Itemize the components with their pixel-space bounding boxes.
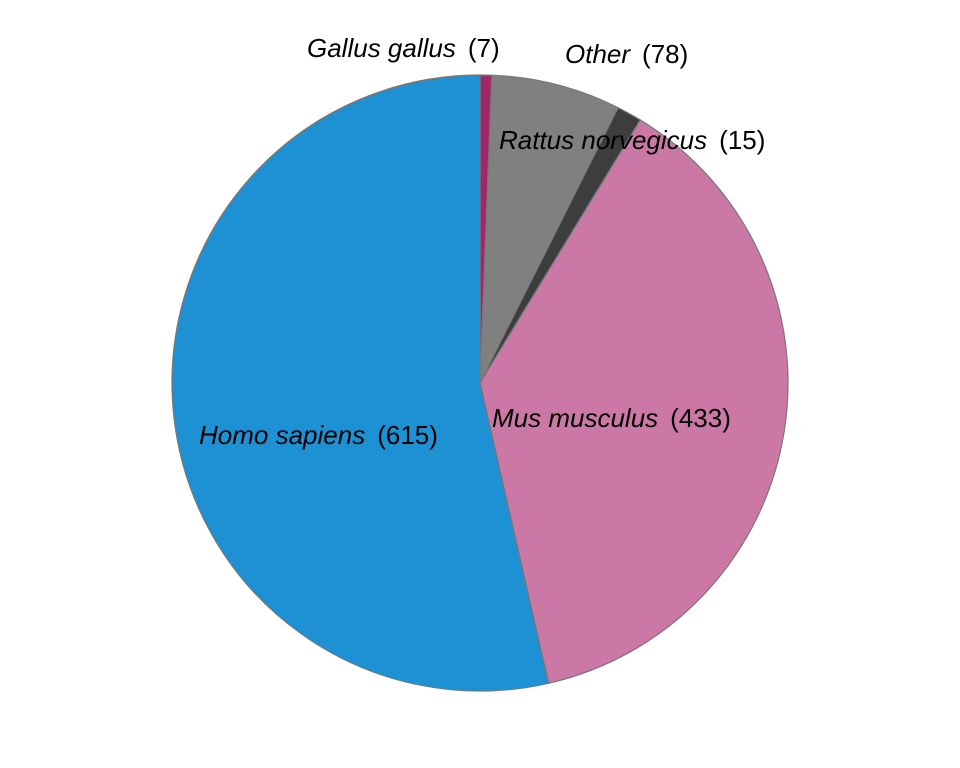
label-mus-musculus: Mus musculus (433) <box>492 403 731 433</box>
pie-slice-homo-sapiens <box>171 74 550 692</box>
label-homo-sapiens: Homo sapiens (615) <box>199 420 438 450</box>
pie-slice-mus-musculus <box>479 119 789 684</box>
label-gallus-gallus: Gallus gallus (7) <box>307 33 500 63</box>
label-other: Other (78) <box>565 39 688 69</box>
pie-slices <box>171 74 789 692</box>
labels: Gallus gallus (7) Other (78) Rattus norveg… <box>199 33 765 450</box>
label-rattus-norvegicus: Rattus norvegicus (15) <box>499 125 765 155</box>
pie-slice-other <box>479 74 619 384</box>
